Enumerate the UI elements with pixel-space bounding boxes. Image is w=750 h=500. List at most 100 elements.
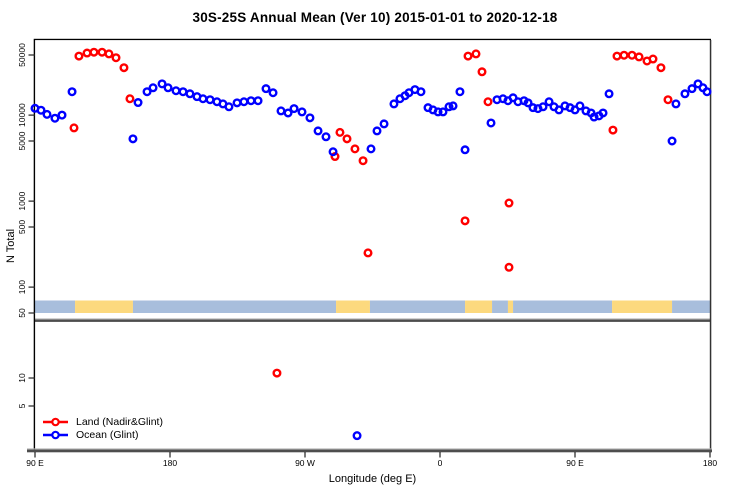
- land-point: [335, 127, 345, 137]
- y-tick: [28, 114, 35, 116]
- land-point: [342, 134, 352, 144]
- y-tick-label: 500: [17, 220, 27, 234]
- ocean-point: [352, 431, 362, 441]
- ocean-point: [163, 83, 173, 93]
- ocean-point: [321, 132, 331, 142]
- ocean-point: [157, 79, 167, 89]
- plot-top-border: [33, 38, 711, 41]
- land-point: [612, 51, 622, 61]
- x-tick: [169, 452, 171, 458]
- x-axis-line-light: [27, 448, 712, 450]
- ocean-point: [268, 88, 278, 98]
- ocean-point: [67, 87, 77, 97]
- legend: Land (Nadir&Glint) Ocean (Glint): [42, 415, 163, 441]
- ocean-point: [416, 87, 426, 97]
- land-point: [619, 50, 629, 60]
- x-tick-label: 0: [438, 458, 443, 468]
- axis-break-line: [35, 319, 711, 322]
- land-ocean-strip-ocean: [132, 300, 337, 313]
- ocean-point: [554, 105, 564, 115]
- land-point: [89, 47, 99, 57]
- ocean-point: [598, 108, 608, 118]
- ocean-point: [253, 96, 263, 106]
- ocean-point: [328, 147, 338, 157]
- ocean-point: [523, 98, 533, 108]
- ocean-point: [36, 105, 46, 115]
- ocean-point: [589, 112, 599, 122]
- ocean-point: [687, 84, 697, 94]
- land-ocean-strip-ocean: [492, 300, 508, 313]
- y-tick: [28, 405, 35, 407]
- ocean-point: [486, 118, 496, 128]
- land-point: [125, 94, 135, 104]
- y-tick: [28, 312, 35, 314]
- land-ocean-strip-land: [507, 300, 514, 313]
- legend-item-land: Land (Nadir&Glint): [42, 415, 163, 428]
- land-point: [634, 52, 644, 62]
- ocean-point: [178, 87, 188, 97]
- y-tick-label: 1000: [17, 191, 27, 210]
- y-tick-label: 50000: [17, 43, 27, 67]
- land-ocean-strip-land: [612, 300, 673, 313]
- land-point: [477, 67, 487, 77]
- y-tick: [28, 140, 35, 142]
- land-point: [463, 51, 473, 61]
- land-point: [656, 63, 666, 73]
- land-ocean-strip-land: [465, 300, 493, 313]
- land-point: [627, 50, 637, 60]
- axis-break-line-light: [35, 318, 711, 320]
- ocean-point: [305, 113, 315, 123]
- ocean-point: [455, 87, 465, 97]
- ocean-point: [297, 107, 307, 117]
- ocean-point: [604, 89, 614, 99]
- land-point: [350, 144, 360, 154]
- land-point: [97, 47, 107, 57]
- ocean-point: [366, 144, 376, 154]
- ocean-point: [128, 134, 138, 144]
- y-tick: [28, 377, 35, 379]
- ocean-point: [224, 102, 234, 112]
- x-tick-label: 90 E: [26, 458, 44, 468]
- ocean-point: [239, 97, 249, 107]
- land-point: [358, 156, 368, 166]
- y-tick: [28, 54, 35, 56]
- ocean-point: [528, 103, 538, 113]
- ocean-point: [185, 89, 195, 99]
- land-ocean-strip-land: [75, 300, 133, 313]
- y-tick-label: 5000: [17, 131, 27, 150]
- ocean-point: [171, 86, 181, 96]
- ocean-point: [246, 96, 256, 106]
- y-tick: [28, 226, 35, 228]
- legend-ocean-label: Ocean (Glint): [76, 428, 139, 441]
- ocean-point: [389, 99, 399, 109]
- land-point: [663, 95, 673, 105]
- land-ocean-strip-ocean: [672, 300, 710, 313]
- y-tick-label: 100: [17, 280, 27, 294]
- land-ocean-strip-ocean: [35, 300, 76, 313]
- ocean-point: [57, 110, 67, 120]
- ocean-point: [680, 89, 690, 99]
- x-axis-title: Longitude (deg E): [328, 473, 417, 485]
- ocean-point: [261, 84, 271, 94]
- land-point: [119, 63, 129, 73]
- y-tick-label: 50: [17, 308, 27, 318]
- legend-land-marker-icon: [43, 417, 68, 426]
- x-axis-line: [27, 449, 712, 453]
- plot-right-border: [709, 40, 712, 452]
- ocean-point: [460, 145, 470, 155]
- x-tick: [439, 452, 441, 458]
- land-point: [648, 54, 658, 64]
- ocean-point: [205, 95, 215, 105]
- x-tick-label: 90 E: [566, 458, 584, 468]
- x-tick-label: 90 W: [295, 458, 315, 468]
- land-ocean-strip-land: [336, 300, 370, 313]
- legend-ocean-marker-icon: [43, 430, 68, 439]
- land-ocean-strip-ocean: [513, 300, 613, 313]
- ocean-point: [148, 83, 158, 93]
- ocean-point: [667, 136, 677, 146]
- y-axis-title: N Total: [5, 228, 17, 264]
- ocean-point: [133, 98, 143, 108]
- y-tick: [28, 286, 35, 288]
- ocean-point: [433, 107, 443, 117]
